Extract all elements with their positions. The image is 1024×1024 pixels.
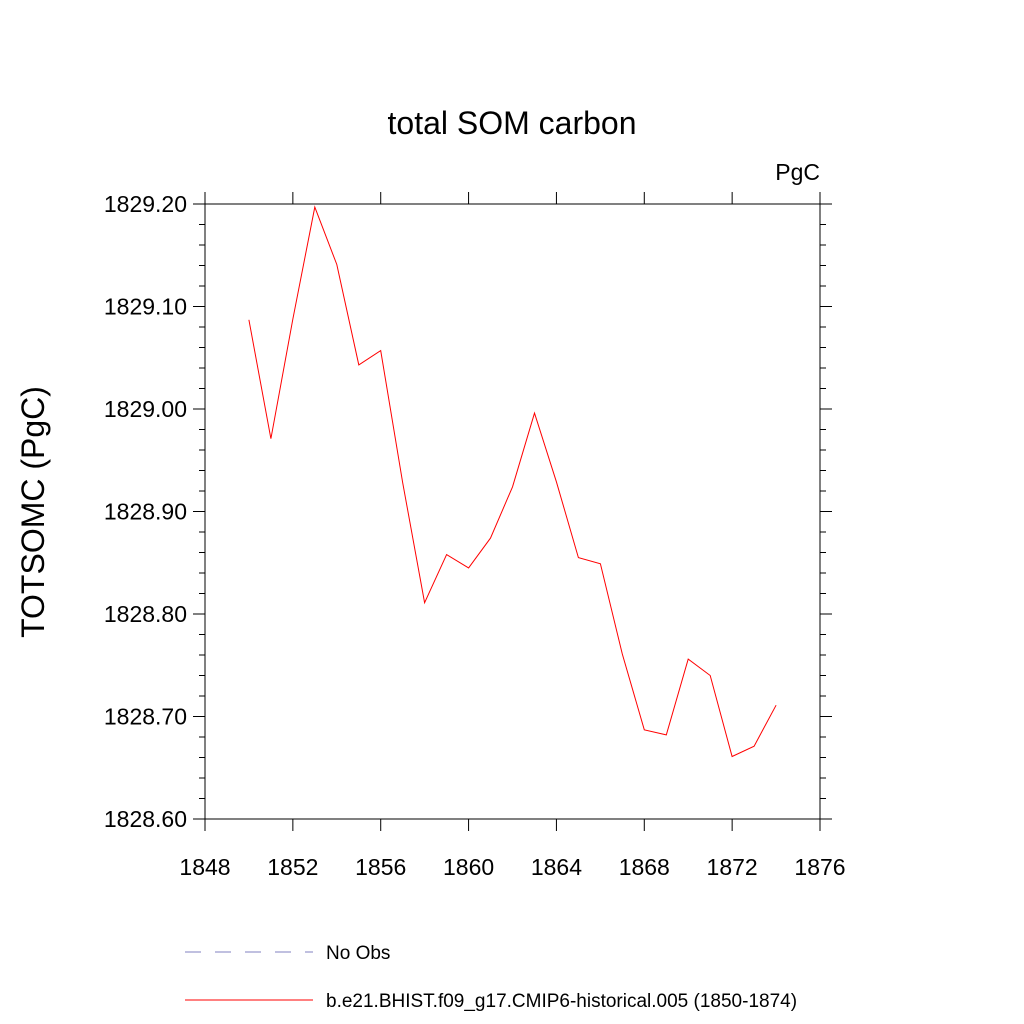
y-axis-label: TOTSOMC (PgC) — [15, 386, 51, 638]
axis-ticks — [193, 192, 832, 831]
x-tick-label: 1876 — [794, 854, 845, 880]
y-tick-labels: 1828.60 1828.70 1828.80 1828.90 1829.00 1829.… — [104, 191, 187, 832]
series-line — [248, 205, 777, 758]
x-tick-label: 1848 — [179, 854, 230, 880]
chart-title: total SOM carbon — [388, 105, 637, 141]
y-tick-label: 1828.90 — [104, 499, 187, 525]
x-tick-labels: 1848 1852 1856 1860 1864 1868 1872 1876 — [179, 854, 845, 880]
x-tick-label: 1868 — [619, 854, 670, 880]
legend: No Obs b.e21.BHIST.f09_g17.CMIP6-histori… — [185, 943, 797, 1012]
y-tick-label: 1828.70 — [104, 704, 187, 730]
x-tick-label: 1856 — [355, 854, 406, 880]
x-tick-label: 1864 — [531, 854, 582, 880]
x-tick-label: 1852 — [267, 854, 318, 880]
y-tick-label: 1829.00 — [104, 396, 187, 422]
units-label: PgC — [775, 159, 820, 185]
x-tick-label: 1860 — [443, 854, 494, 880]
y-tick-label: 1829.20 — [104, 191, 187, 217]
series-group — [248, 205, 777, 758]
legend-label-historical: b.e21.BHIST.f09_g17.CMIP6-historical.005… — [326, 991, 797, 1012]
legend-label-no-obs: No Obs — [326, 943, 390, 964]
y-tick-label: 1828.60 — [104, 806, 187, 832]
x-tick-label: 1872 — [707, 854, 758, 880]
y-tick-label: 1828.80 — [104, 601, 187, 627]
y-tick-label: 1829.10 — [104, 294, 187, 320]
